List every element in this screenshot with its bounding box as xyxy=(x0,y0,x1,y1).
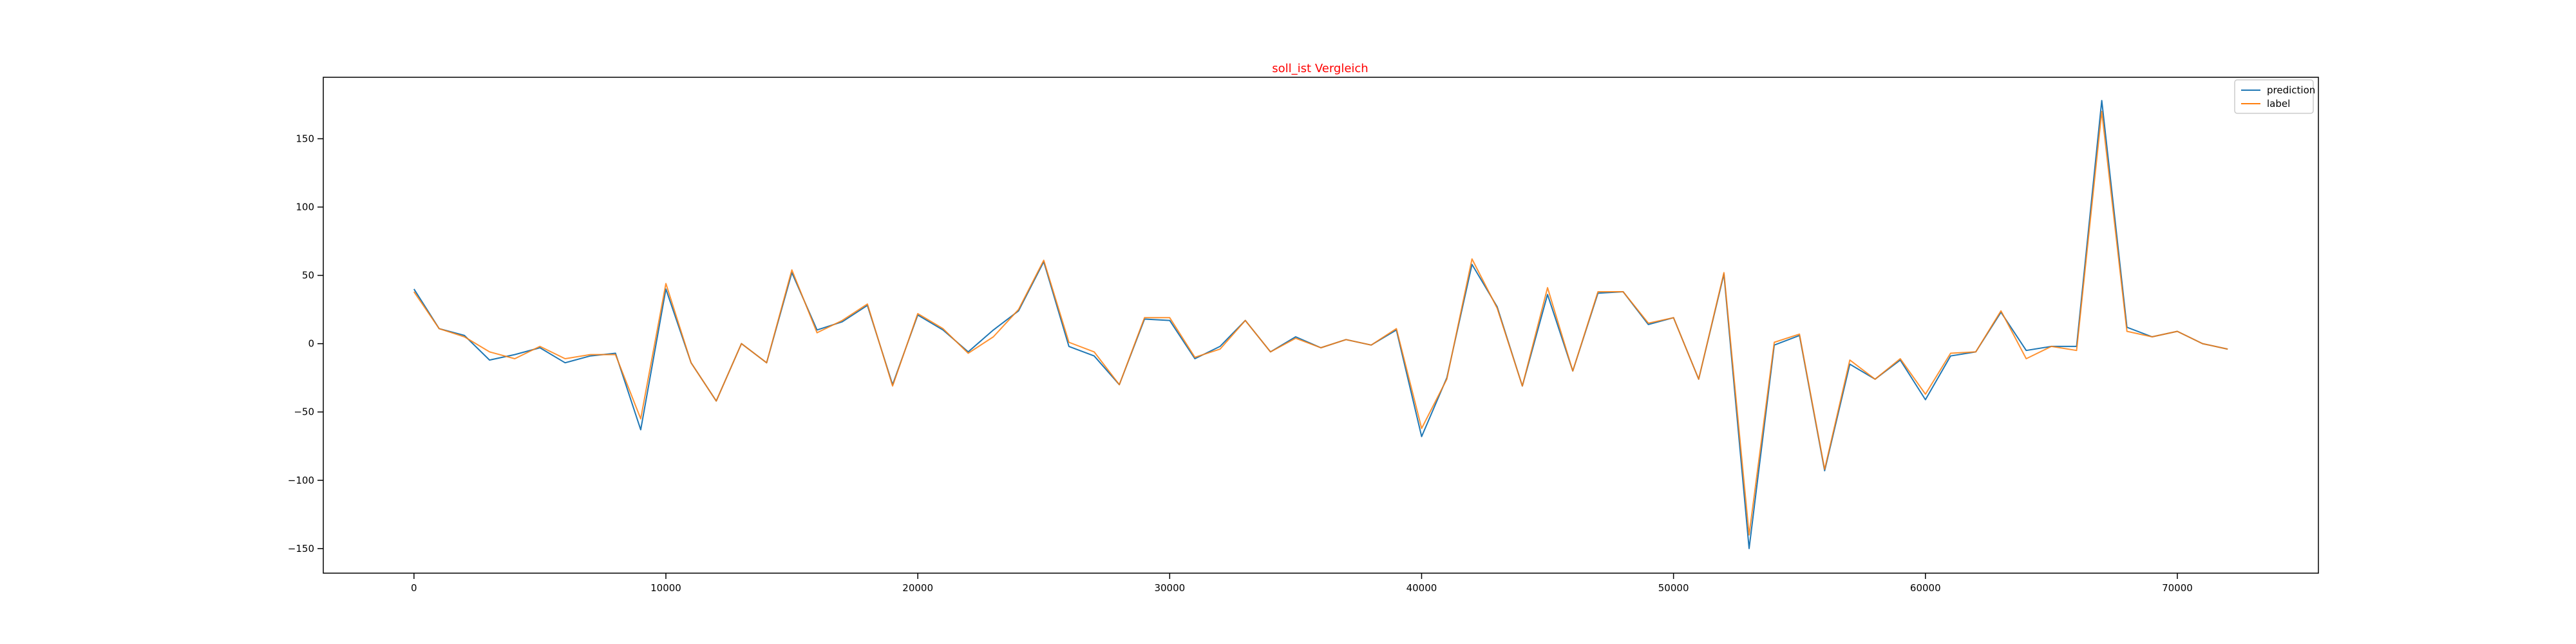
legend-label-label: label xyxy=(2267,98,2290,109)
x-tick-label: 30000 xyxy=(1154,582,1185,594)
x-tick-label: 20000 xyxy=(902,582,933,594)
chart-title: soll_ist Vergleich xyxy=(1272,62,1368,75)
x-tick-label: 40000 xyxy=(1406,582,1437,594)
x-tick-label: 60000 xyxy=(1910,582,1941,594)
series-group xyxy=(413,100,2228,549)
legend-box xyxy=(2234,79,2314,114)
x-tick-label: 70000 xyxy=(2162,582,2193,594)
y-tick-label: 0 xyxy=(308,338,314,350)
y-tick-label: −50 xyxy=(294,406,314,418)
y-tick-label: 50 xyxy=(302,270,314,281)
x-tick-label: 10000 xyxy=(650,582,681,594)
axes: 0 10000 20000 30000 40000 50000 60000 70000 −150… xyxy=(288,77,2319,594)
x-tick-label: 50000 xyxy=(1658,582,1689,594)
y-tick-label: 100 xyxy=(296,202,314,213)
y-tick-label: −100 xyxy=(288,475,314,486)
legend-label-prediction: prediction xyxy=(2267,84,2315,96)
axes-frame xyxy=(323,77,2319,574)
x-tick-label: 0 xyxy=(411,582,417,594)
y-tick-label: 150 xyxy=(296,133,314,144)
legend: prediction label xyxy=(2234,79,2315,114)
series-line-label xyxy=(413,111,2228,536)
y-tick-label: −150 xyxy=(288,543,314,554)
